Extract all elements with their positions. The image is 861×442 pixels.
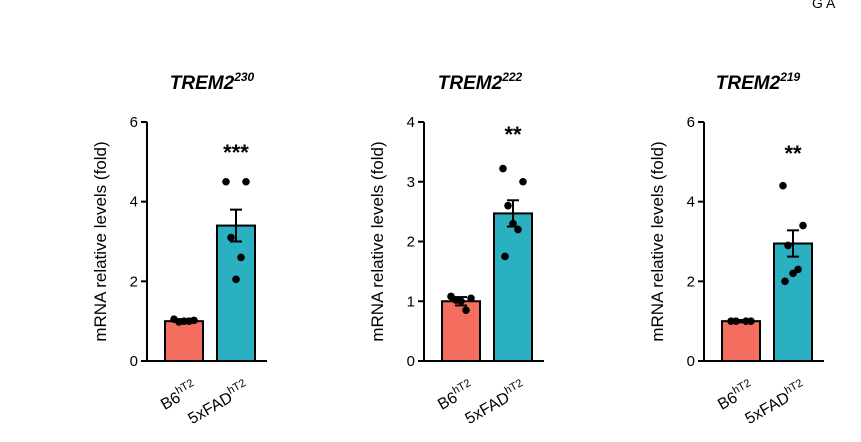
chart-title: TREM2219 xyxy=(716,70,801,94)
significance-label: *** xyxy=(223,140,249,165)
data-point xyxy=(499,164,507,173)
data-point xyxy=(742,317,750,325)
y-tick-label: 2 xyxy=(687,273,695,290)
y-tick-label: 6 xyxy=(687,114,695,131)
significance-label: ** xyxy=(784,141,802,166)
data-point xyxy=(501,252,509,261)
data-point xyxy=(457,297,465,306)
y-tick-label: 3 xyxy=(407,174,415,191)
y-tick-label: 0 xyxy=(130,353,138,370)
bar xyxy=(773,242,813,362)
significance-label: ** xyxy=(504,122,522,147)
chart-title: TREM2222 xyxy=(438,70,523,94)
y-tick-label: 4 xyxy=(687,194,695,211)
data-point xyxy=(799,221,807,230)
data-point xyxy=(519,177,527,186)
chart-title: TREM2230 xyxy=(170,70,255,94)
data-point xyxy=(781,277,789,286)
data-point xyxy=(180,317,188,325)
y-axis-label: mRNA relative levels (fold) xyxy=(648,141,667,341)
data-point xyxy=(789,269,797,278)
data-point xyxy=(514,225,522,234)
bar xyxy=(721,320,761,362)
data-point xyxy=(227,233,235,242)
y-tick-label: 6 xyxy=(130,114,138,131)
data-point xyxy=(467,294,475,303)
y-tick-label: 1 xyxy=(407,293,415,310)
y-axis-label: mRNA relative levels (fold) xyxy=(91,141,110,341)
y-tick-label: 2 xyxy=(407,234,415,251)
data-point xyxy=(784,241,792,250)
bar xyxy=(216,224,256,362)
bar xyxy=(164,320,204,362)
data-point xyxy=(237,253,245,262)
bar xyxy=(493,212,533,362)
y-tick-label: 2 xyxy=(130,273,138,290)
bar xyxy=(441,300,481,362)
y-tick-label: 4 xyxy=(407,114,415,131)
data-point xyxy=(222,177,230,186)
data-point xyxy=(732,317,740,325)
chart-panel-2: TREM2222 mRNA relative levels (fold) 0 1 2 3 4… xyxy=(368,70,544,428)
y-tick-label: 0 xyxy=(687,353,695,370)
data-point xyxy=(509,219,517,228)
data-point xyxy=(779,181,787,190)
data-point xyxy=(462,306,470,315)
data-point xyxy=(504,201,512,210)
y-axis-label: mRNA relative levels (fold) xyxy=(368,141,387,341)
corner-fragment: G A xyxy=(812,0,836,11)
data-point xyxy=(242,177,250,186)
y-tick-label: 4 xyxy=(130,194,138,211)
y-tick-label: 0 xyxy=(407,353,415,370)
data-point xyxy=(232,275,240,284)
